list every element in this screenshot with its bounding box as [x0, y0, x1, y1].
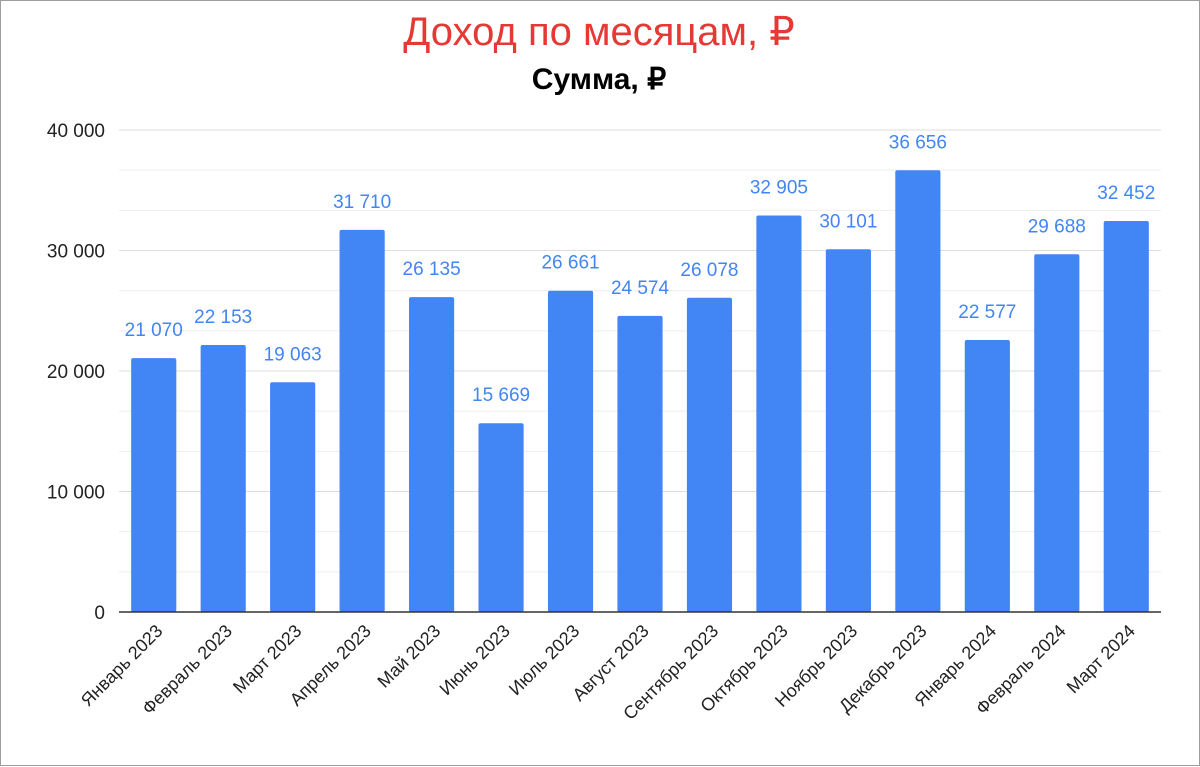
y-axis: 0 10 000 20 000 30 000 40 000	[47, 121, 105, 624]
bar	[339, 229, 385, 612]
bar	[825, 249, 871, 612]
data-label: 36 656	[889, 132, 947, 153]
bar	[547, 290, 594, 612]
bars	[131, 170, 1149, 613]
data-label: 26 135	[403, 259, 461, 280]
bar	[895, 170, 941, 612]
y-tick-label: 40 000	[47, 121, 105, 142]
data-label: 22 577	[958, 302, 1016, 323]
data-label: 15 669	[472, 385, 530, 406]
bar	[131, 358, 177, 612]
data-label: 26 661	[541, 253, 599, 274]
y-tick-label: 0	[94, 603, 105, 624]
bar	[1034, 254, 1080, 613]
chart-subtitle: Сумма, ₽	[532, 63, 666, 96]
data-label: 30 101	[819, 211, 877, 232]
bar	[686, 297, 733, 612]
x-tick-label: Июнь 2023	[436, 621, 514, 699]
data-label: 29 688	[1028, 216, 1086, 237]
data-label: 31 710	[333, 192, 391, 213]
x-tick-label: Март 2024	[1063, 621, 1139, 697]
data-label: 32 452	[1097, 183, 1155, 204]
data-label: 24 574	[611, 278, 670, 299]
data-label: 19 063	[264, 344, 322, 365]
y-tick-label: 20 000	[47, 362, 105, 383]
bar	[270, 382, 316, 612]
data-label: 21 070	[125, 320, 183, 341]
chart-title: Доход по месяцам, ₽	[403, 10, 794, 54]
y-tick-label: 30 000	[47, 242, 105, 263]
x-tick-label: Март 2023	[229, 621, 305, 697]
y-tick-label: 10 000	[47, 483, 105, 504]
bar	[409, 297, 455, 612]
bar	[964, 339, 1010, 612]
data-label: 32 905	[750, 177, 808, 198]
bar	[478, 423, 524, 612]
x-tick-label: Май 2023	[373, 621, 444, 692]
data-label: 22 153	[194, 307, 252, 328]
data-labels: 21 070 22 153 19 063 31 710 26 135 15 669 26 6…	[125, 132, 1156, 406]
bar	[756, 215, 802, 612]
bar	[617, 315, 663, 612]
bar	[200, 345, 246, 612]
data-label: 26 078	[680, 260, 738, 281]
bar	[1103, 220, 1149, 612]
